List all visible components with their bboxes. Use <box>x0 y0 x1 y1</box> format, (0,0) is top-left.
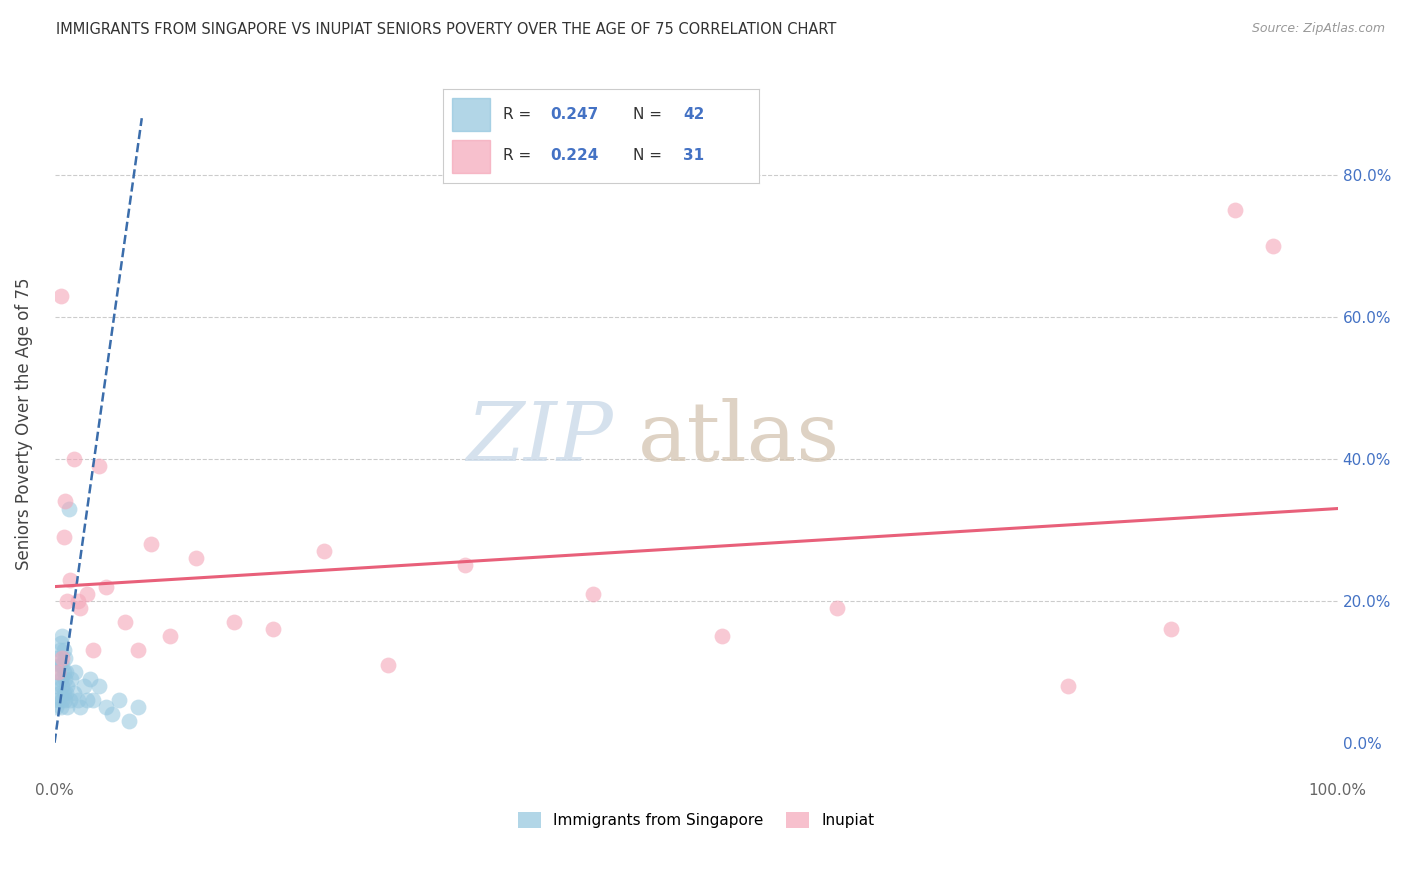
Y-axis label: Seniors Poverty Over the Age of 75: Seniors Poverty Over the Age of 75 <box>15 277 32 570</box>
Point <box>89 458 111 473</box>
Point <box>76 587 98 601</box>
Point <box>94 700 117 714</box>
Point <box>62 686 84 700</box>
Text: ZIP: ZIP <box>465 398 613 477</box>
Point <box>52 665 75 679</box>
Point <box>53 494 76 508</box>
Text: R =: R = <box>503 107 536 122</box>
Point <box>51 657 73 672</box>
Point <box>127 643 149 657</box>
Text: 0.247: 0.247 <box>550 107 599 122</box>
Point <box>62 451 84 466</box>
Text: atlas: atlas <box>638 398 841 477</box>
Point <box>1160 622 1182 636</box>
Point <box>377 657 399 672</box>
Point <box>224 615 246 629</box>
Point <box>49 700 72 714</box>
Point <box>45 700 67 714</box>
Point <box>114 615 136 629</box>
Point <box>63 665 86 679</box>
Point <box>56 594 79 608</box>
Text: N =: N = <box>633 148 666 163</box>
Point <box>454 558 477 573</box>
Point <box>69 700 91 714</box>
Point <box>51 629 73 643</box>
Point <box>53 693 76 707</box>
Point <box>825 600 848 615</box>
Point <box>46 650 69 665</box>
Point <box>46 679 69 693</box>
Point <box>48 657 70 672</box>
Point <box>48 693 70 707</box>
Point <box>56 700 79 714</box>
Point <box>55 686 77 700</box>
Point <box>52 530 75 544</box>
Point <box>66 693 89 707</box>
Point <box>51 693 73 707</box>
Point <box>76 693 98 707</box>
Point <box>48 665 70 679</box>
Point <box>184 551 207 566</box>
Point <box>66 594 89 608</box>
Point <box>73 679 96 693</box>
Point <box>52 686 75 700</box>
Point <box>48 665 70 679</box>
Point <box>582 587 605 601</box>
Point <box>49 672 72 686</box>
Bar <box>453 97 491 131</box>
Text: N =: N = <box>633 107 666 122</box>
Point <box>89 679 111 693</box>
Point <box>49 636 72 650</box>
Point <box>52 643 75 657</box>
Point <box>51 679 73 693</box>
Bar <box>453 140 491 173</box>
Point <box>1057 679 1080 693</box>
Point <box>55 665 77 679</box>
Text: 31: 31 <box>683 148 704 163</box>
Point <box>82 643 104 657</box>
Point <box>94 580 117 594</box>
Point <box>58 501 80 516</box>
Point <box>107 693 129 707</box>
Point <box>139 537 162 551</box>
Text: 0.224: 0.224 <box>550 148 599 163</box>
Point <box>1263 239 1285 253</box>
Point <box>56 679 79 693</box>
Text: R =: R = <box>503 148 536 163</box>
Point <box>312 544 335 558</box>
Point <box>53 650 76 665</box>
Point <box>101 707 124 722</box>
Point <box>262 622 284 636</box>
Point <box>159 629 181 643</box>
Point <box>69 600 91 615</box>
Text: IMMIGRANTS FROM SINGAPORE VS INUPIAT SENIORS POVERTY OVER THE AGE OF 75 CORRELAT: IMMIGRANTS FROM SINGAPORE VS INUPIAT SEN… <box>56 22 837 37</box>
Point <box>82 693 104 707</box>
Point <box>59 693 82 707</box>
Point <box>49 288 72 302</box>
Point <box>51 650 73 665</box>
Point <box>48 686 70 700</box>
Point <box>127 700 149 714</box>
Point <box>60 672 83 686</box>
Point <box>118 714 141 729</box>
Point <box>53 672 76 686</box>
Point <box>1223 203 1246 218</box>
Point <box>79 672 101 686</box>
Point <box>59 573 82 587</box>
Point <box>48 643 70 657</box>
Text: 42: 42 <box>683 107 704 122</box>
Point <box>710 629 733 643</box>
Text: Source: ZipAtlas.com: Source: ZipAtlas.com <box>1251 22 1385 36</box>
Legend: Immigrants from Singapore, Inupiat: Immigrants from Singapore, Inupiat <box>512 806 880 834</box>
